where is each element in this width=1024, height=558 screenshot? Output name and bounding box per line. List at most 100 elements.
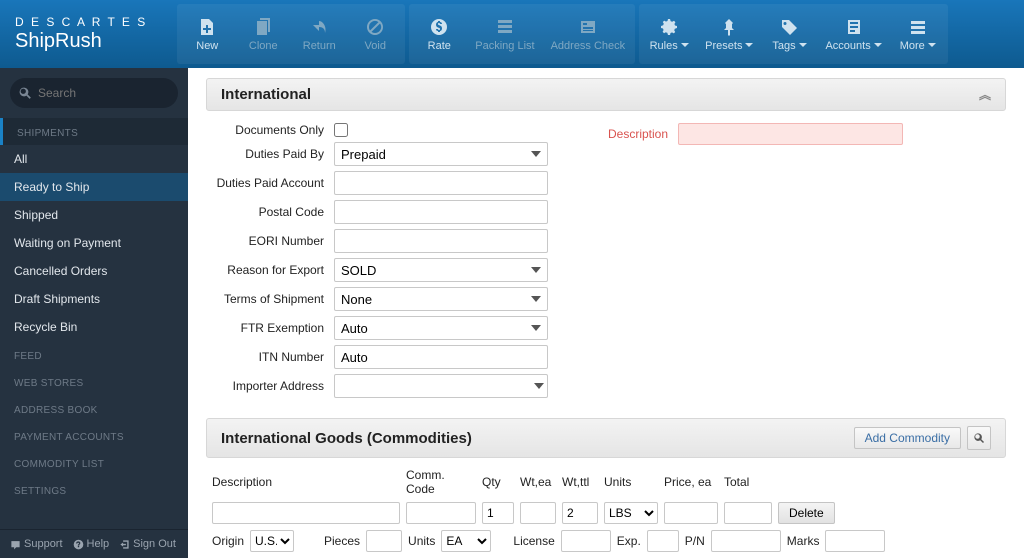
international-form: Documents Only Duties Paid By Prepaid Dut… (206, 111, 1006, 418)
origin-select[interactable]: U.S. (250, 530, 294, 552)
row-wtttl-input[interactable] (562, 502, 598, 524)
help-link[interactable]: Help (73, 538, 110, 550)
description-input[interactable] (678, 123, 903, 145)
sidebar-section-payment-accounts[interactable]: PAYMENT ACCOUNTS (0, 422, 188, 449)
dollar-icon (429, 17, 449, 37)
sidebar-section-web-stores[interactable]: WEB STORES (0, 368, 188, 395)
sidebar-section-feed[interactable]: FEED (0, 341, 188, 368)
eori-input[interactable] (334, 229, 548, 253)
ftr-select[interactable]: Auto (334, 316, 548, 340)
duties-paid-acct-input[interactable] (334, 171, 548, 195)
search-input[interactable] (10, 78, 178, 108)
row-price-input[interactable] (664, 502, 718, 524)
sidebar: SHIPMENTSAllReady to ShipShippedWaiting … (0, 68, 188, 558)
return-icon (309, 17, 329, 37)
packing-list-button[interactable]: Packing List (467, 8, 542, 60)
plus-doc-icon (197, 17, 217, 37)
row-qty-input[interactable] (482, 502, 514, 524)
clone-button[interactable]: Clone (235, 8, 291, 60)
sidebar-item-recycle-bin[interactable]: Recycle Bin (0, 313, 188, 341)
support-link[interactable]: Support (10, 538, 63, 550)
terms-label: Terms of Shipment (214, 292, 324, 306)
tags-button[interactable]: Tags (761, 8, 817, 60)
rules-button[interactable]: Rules (641, 8, 697, 60)
more-icon (908, 17, 928, 37)
postal-label: Postal Code (214, 205, 324, 219)
accounts-button[interactable]: Accounts (817, 8, 889, 60)
col-wtea: Wt,ea (520, 475, 556, 489)
sidebar-item-waiting-on-payment[interactable]: Waiting on Payment (0, 229, 188, 257)
duties-paid-acct-label: Duties Paid Account (214, 176, 324, 190)
marks-label: Marks (787, 534, 820, 548)
description-label: Description (608, 127, 668, 141)
more-button[interactable]: More (890, 8, 946, 60)
duties-paid-by-label: Duties Paid By (214, 147, 324, 161)
sidebar-section-commodity-list[interactable]: COMMODITY LIST (0, 449, 188, 476)
marks-input[interactable] (825, 530, 885, 552)
itn-input[interactable] (334, 345, 548, 369)
sidebar-item-cancelled-orders[interactable]: Cancelled Orders (0, 257, 188, 285)
col-price: Price, ea (664, 475, 718, 489)
row-units-select[interactable]: LBS (604, 502, 658, 524)
row-wtea-input[interactable] (520, 502, 556, 524)
sidebar-item-ready-to-ship[interactable]: Ready to Ship (0, 173, 188, 201)
grid-row2: Origin U.S. Pieces Units EA License Exp.… (212, 530, 1000, 552)
importer-label: Importer Address (214, 379, 324, 393)
row-delete-button[interactable]: Delete (778, 502, 835, 524)
goods-title: International Goods (Commodities) (221, 430, 848, 447)
reason-select[interactable]: SOLD (334, 258, 548, 282)
address-check-button[interactable]: Address Check (543, 8, 634, 60)
itn-label: ITN Number (214, 350, 324, 364)
logo-sub: ShipRush (15, 30, 147, 52)
col-qty: Qty (482, 475, 514, 489)
sidebar-item-shipped[interactable]: Shipped (0, 201, 188, 229)
presets-button[interactable]: Presets (697, 8, 761, 60)
col-total: Total (724, 475, 772, 489)
row-description-input[interactable] (212, 502, 400, 524)
sidebar-item-all[interactable]: All (0, 145, 188, 173)
pieces-input[interactable] (366, 530, 402, 552)
row-commcode-input[interactable] (406, 502, 476, 524)
origin-label: Origin (212, 534, 244, 548)
duties-paid-by-select[interactable]: Prepaid (334, 142, 548, 166)
signout-link[interactable]: Sign Out (119, 538, 176, 550)
sidebar-item-draft-shipments[interactable]: Draft Shipments (0, 285, 188, 313)
postal-input[interactable] (334, 200, 548, 224)
rate-button[interactable]: Rate (411, 8, 467, 60)
pin-icon (719, 17, 739, 37)
reason-label: Reason for Export (214, 263, 324, 277)
international-title: International (221, 86, 311, 103)
tag-icon (779, 17, 799, 37)
sidebar-section-shipments[interactable]: SHIPMENTS (0, 118, 188, 145)
app-header: D E S C A R T E S ShipRush NewCloneRetur… (0, 0, 1024, 68)
search-commodity-button[interactable] (967, 426, 991, 450)
logo-top: D E S C A R T E S (15, 16, 147, 29)
search-icon (18, 86, 32, 100)
sidebar-section-address-book[interactable]: ADDRESS BOOK (0, 395, 188, 422)
return-button[interactable]: Return (291, 8, 347, 60)
new-button[interactable]: New (179, 8, 235, 60)
add-commodity-button[interactable]: Add Commodity (854, 427, 961, 449)
collapse-icon: ︽ (979, 86, 991, 103)
gear-icon (659, 17, 679, 37)
terms-select[interactable]: None (334, 287, 548, 311)
docs-only-label: Documents Only (214, 123, 324, 137)
row-total-input[interactable] (724, 502, 772, 524)
units2-label: Units (408, 534, 435, 548)
exp-label: Exp. (617, 534, 641, 548)
account-icon (844, 17, 864, 37)
pn-input[interactable] (711, 530, 781, 552)
exp-input[interactable] (647, 530, 679, 552)
license-input[interactable] (561, 530, 611, 552)
docs-only-checkbox[interactable] (334, 123, 348, 137)
sidebar-section-settings[interactable]: SETTINGS (0, 476, 188, 503)
importer-select[interactable] (334, 374, 548, 398)
license-label: License (513, 534, 554, 548)
commodity-grid: Description Comm. Code Qty Wt,ea Wt,ttl … (206, 458, 1006, 558)
app-logo: D E S C A R T E S ShipRush (15, 16, 147, 51)
international-panel-header[interactable]: International ︽ (206, 78, 1006, 111)
header-toolbar: NewCloneReturnVoid RatePacking ListAddre… (177, 4, 947, 64)
units2-select[interactable]: EA (441, 530, 491, 552)
goods-panel-header: International Goods (Commodities) Add Co… (206, 418, 1006, 458)
void-button[interactable]: Void (347, 8, 403, 60)
